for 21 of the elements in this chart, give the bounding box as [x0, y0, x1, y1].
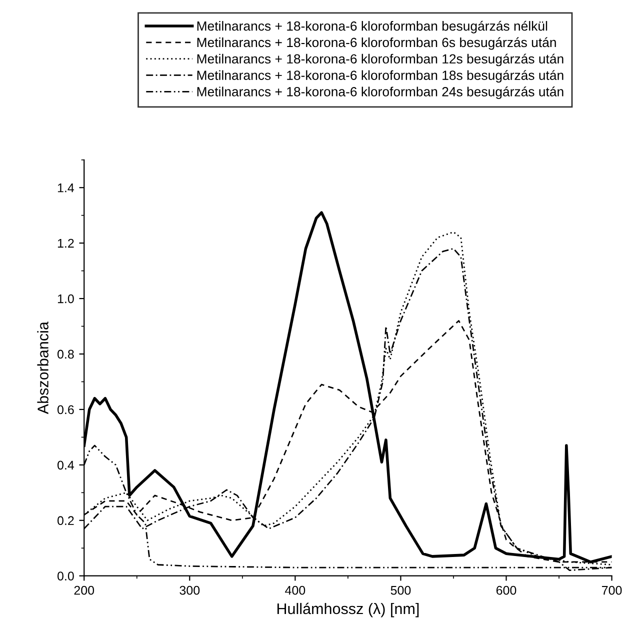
- x-tick-label: 500: [390, 586, 411, 595]
- x-axis-title: Hullámhossz (λ) [nm]: [277, 602, 419, 618]
- y-tick-label: 1.2: [58, 238, 74, 248]
- x-tick-label: 700: [602, 586, 622, 595]
- y-tick-label: 0.2: [57, 516, 74, 526]
- legend-label: Metilnarancs + 18-korona-6 kloroformban 6s besugárzás után: [197, 37, 556, 50]
- y-tick-label: 0.6: [57, 405, 74, 414]
- y-tick-label: 0.8: [57, 350, 74, 359]
- x-tick-label: 300: [180, 586, 200, 595]
- legend-label: Metilnarancs + 18-korona-6 kloroformban 12s besugárzás után: [197, 54, 564, 66]
- y-tick-label: 1.0: [58, 294, 74, 304]
- y-tick-label: 0.0: [57, 572, 74, 580]
- y-tick-label: 0.4: [57, 460, 74, 470]
- y-tick-label: 1.4: [58, 184, 74, 192]
- y-axis-title: Abszorbancia: [37, 322, 48, 414]
- legend-label: Metilnarancs + 18-korona-6 kloroformban 24s besugárzás után: [197, 86, 564, 99]
- x-tick-label: 600: [496, 586, 516, 595]
- legend-label: Metilnarancs + 18-korona-6 kloroformban besugárzás nélkül: [197, 20, 548, 34]
- x-tick-label: 400: [285, 586, 306, 595]
- x-tick-label: 200: [74, 586, 94, 595]
- legend-label: Metilnarancs + 18-korona-6 kloroformban 18s besugárzás után: [197, 70, 564, 83]
